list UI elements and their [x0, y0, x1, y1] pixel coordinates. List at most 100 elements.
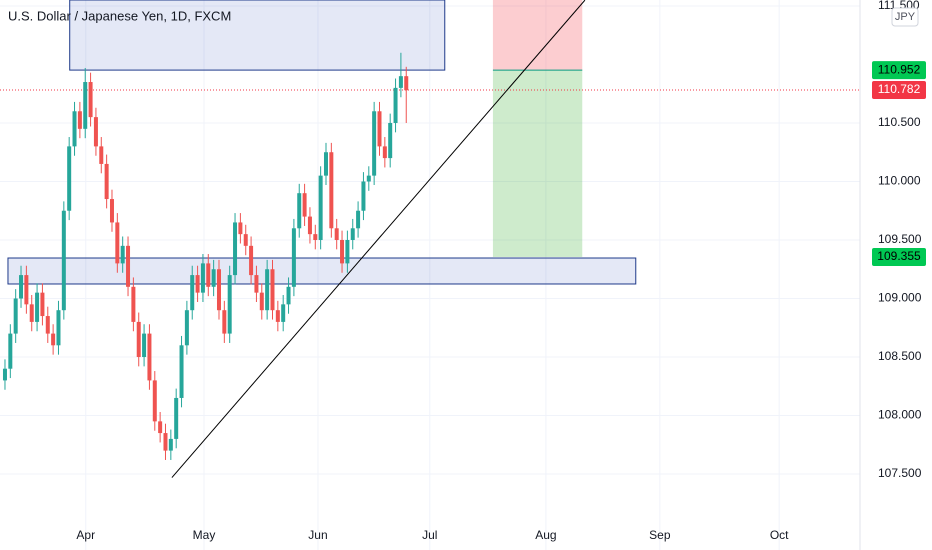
candle-body: [13, 298, 18, 334]
candle-body: [340, 239, 345, 264]
price-tag-label: 110.782: [878, 82, 921, 96]
y-tick-label: 110.000: [878, 174, 921, 188]
candle-body: [222, 310, 227, 334]
candle-body: [366, 175, 371, 182]
candle-body: [40, 292, 45, 317]
candle-body: [270, 269, 275, 311]
candle-body: [93, 117, 98, 147]
candle-body: [77, 111, 82, 129]
x-tick-label: Aug: [535, 528, 556, 542]
candle-body: [104, 163, 109, 200]
candle-body: [377, 111, 382, 147]
y-tick-label: 109.500: [878, 232, 922, 246]
candle-body: [2, 368, 7, 381]
x-tick-label: Jul: [422, 528, 437, 542]
candle-body: [109, 199, 114, 223]
candle-body: [211, 269, 216, 287]
x-tick-label: May: [193, 528, 216, 542]
price-tag-label: 110.952: [878, 62, 921, 76]
currency-label: JPY: [895, 11, 916, 23]
candle-body: [216, 269, 221, 311]
candle-body: [249, 245, 254, 276]
candle-body: [99, 146, 104, 164]
candle-body: [152, 380, 157, 422]
candle-body: [286, 286, 291, 305]
candle-body: [302, 193, 307, 217]
candle-body: [195, 275, 200, 293]
candle-body: [318, 175, 323, 240]
candle-body: [291, 228, 296, 287]
candle-body: [361, 181, 366, 211]
axes: 107.500 108.000 108.500 109.000 109.500 110.0…: [76, 0, 926, 542]
y-tick-label: 108.000: [878, 408, 922, 422]
target-zone: [492, 70, 583, 257]
candle-body: [88, 82, 93, 118]
candle-body: [190, 275, 195, 311]
candle-body: [35, 292, 40, 322]
candle-body: [83, 82, 88, 129]
price-tag: [872, 61, 926, 80]
candle-body: [297, 193, 302, 229]
candle-body: [307, 216, 312, 235]
candle-body: [142, 333, 147, 358]
candle-body: [243, 234, 248, 246]
candle-body: [163, 433, 168, 451]
candle-body: [158, 421, 163, 434]
candle-body: [72, 111, 77, 147]
price-tag-label: 109.355: [877, 249, 921, 263]
candle-body: [356, 210, 361, 229]
candle-body: [8, 333, 13, 369]
candle-body: [126, 245, 131, 287]
y-tick-label: 108.500: [878, 349, 922, 363]
price-tag: [872, 247, 926, 266]
candle-body: [313, 234, 318, 240]
candle-body: [227, 275, 232, 334]
candle-body: [184, 310, 189, 346]
candle-body: [345, 239, 350, 264]
candle-body: [404, 76, 409, 91]
trendline: [171, 0, 586, 478]
candle-body: [24, 275, 29, 305]
candle-body: [61, 210, 66, 311]
candle-body: [372, 111, 377, 176]
candle-body: [398, 76, 403, 88]
candle-body: [56, 310, 61, 346]
candle-body: [259, 292, 264, 311]
plot: [0, 0, 860, 478]
candle-body: [281, 304, 286, 322]
candle-body: [206, 263, 211, 287]
y-tick-label: 109.000: [878, 291, 922, 305]
candle-body: [233, 222, 238, 276]
chart-title: U.S. Dollar / Japanese Yen, 1D, FXCM: [8, 8, 231, 23]
candle-body: [147, 333, 152, 381]
candle-body: [388, 122, 393, 159]
candle-body: [393, 87, 398, 123]
candle-body: [136, 321, 141, 358]
y-tick-label: 110.500: [878, 115, 921, 129]
candle-body: [51, 333, 56, 346]
candle-body: [254, 275, 259, 293]
candle-body: [275, 310, 280, 322]
candle-body: [238, 222, 243, 235]
candle-body: [179, 345, 184, 398]
candle-body: [329, 152, 334, 229]
y-tick-label: 107.500: [878, 466, 922, 480]
price-tag: [872, 80, 926, 99]
zone: [69, 0, 446, 71]
candle-body: [19, 275, 24, 299]
candle-body: [131, 286, 136, 322]
x-tick-label: Sep: [649, 528, 671, 542]
candle-body: [200, 263, 205, 293]
candle-body: [265, 269, 270, 311]
candle-body: [174, 397, 179, 439]
candle-body: [323, 152, 328, 176]
x-tick-label: Apr: [76, 528, 95, 542]
stop-zone: [492, 0, 583, 71]
candle-body: [382, 146, 387, 159]
candle-body: [29, 304, 34, 322]
candle-body: [334, 228, 339, 240]
candle-body: [45, 316, 50, 334]
candle-body: [120, 245, 125, 264]
